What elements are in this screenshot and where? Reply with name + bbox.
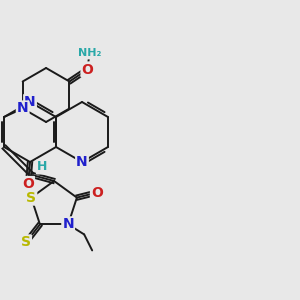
Text: H: H xyxy=(37,160,47,173)
Text: S: S xyxy=(26,190,36,205)
Text: N: N xyxy=(24,95,36,109)
Text: N: N xyxy=(62,218,74,231)
Text: O: O xyxy=(22,177,34,191)
Text: NH₂: NH₂ xyxy=(78,49,101,58)
Text: N: N xyxy=(76,155,88,169)
Text: N: N xyxy=(17,101,28,116)
Text: O: O xyxy=(82,62,93,76)
Text: S: S xyxy=(21,236,31,249)
Text: O: O xyxy=(91,186,103,200)
